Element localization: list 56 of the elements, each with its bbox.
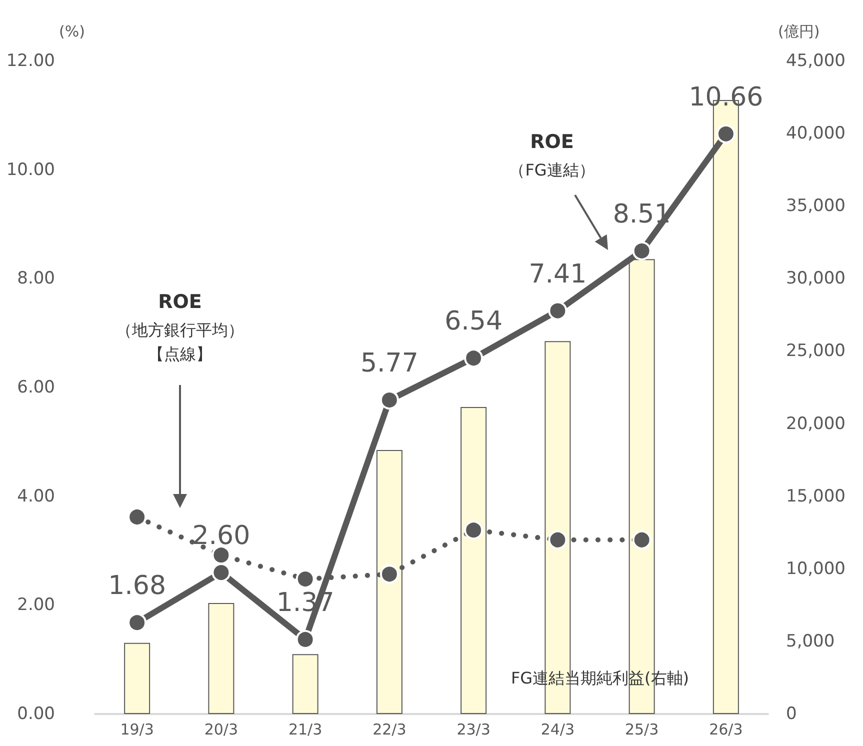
point: [128, 508, 147, 527]
data-label: 7.41: [528, 259, 587, 290]
x-tick-label: 22/3: [372, 720, 406, 738]
bar: [208, 602, 234, 714]
point: [212, 563, 231, 582]
annotation: 【点線】: [148, 344, 212, 364]
annotation: ROE: [158, 291, 202, 313]
annotation: ROE: [530, 131, 574, 153]
x-tick-label: 24/3: [540, 720, 575, 738]
y2-tick-label: 5,000: [786, 631, 835, 652]
point: [464, 348, 484, 368]
point: [380, 390, 399, 410]
y2-tick-label: 10,000: [786, 558, 846, 579]
y2-axis-title: (億円): [778, 22, 820, 40]
point: [548, 301, 568, 320]
x-tick-label: 25/3: [624, 720, 659, 738]
y-tick-label: 8.00: [17, 268, 55, 289]
point: [464, 520, 484, 540]
data-label: 2.60: [192, 521, 250, 552]
point: [380, 564, 399, 584]
y2-tick-label: 40,000: [786, 124, 846, 144]
data-label: 1.68: [108, 571, 166, 602]
x-tick-label: 21/3: [288, 720, 322, 738]
point: [212, 546, 231, 565]
y2-tick-label: 15,000: [786, 486, 846, 506]
bar: [124, 642, 150, 714]
y-tick-label: 4.00: [17, 486, 55, 506]
y2-tick-label: 45,000: [786, 51, 846, 71]
y-tick-label: 12.00: [6, 51, 55, 71]
x-tick-label: 19/3: [120, 720, 154, 738]
x-tick-label: 26/3: [709, 720, 743, 738]
y-tick-label: 6.00: [17, 378, 55, 398]
y-tick-label: 10.00: [6, 160, 55, 180]
point: [296, 570, 315, 589]
data-label: 5.77: [360, 348, 418, 379]
y-tick-label: 0.00: [17, 704, 55, 724]
annotation: （FG連結）: [509, 160, 595, 180]
bar: [292, 654, 318, 714]
y2-tick-label: 20,000: [786, 414, 846, 434]
point: [632, 241, 652, 260]
x-tick-label: 23/3: [456, 720, 490, 738]
y-axis-title: (%): [59, 22, 85, 40]
data-label: 10.66: [688, 82, 764, 112]
y-tick-label: 2.00: [17, 595, 55, 616]
y2-tick-label: 30,000: [786, 268, 846, 289]
y2-tick-label: 35,000: [786, 196, 846, 216]
point: [632, 530, 652, 550]
data-label: 6.54: [444, 306, 503, 337]
y2-tick-label: 0: [786, 704, 797, 724]
point: [296, 630, 315, 649]
x-tick-label: 20/3: [204, 720, 238, 738]
point: [128, 613, 147, 632]
point: [548, 530, 568, 550]
point: [716, 124, 736, 144]
y2-tick-label: 25,000: [786, 341, 846, 362]
annotation: （地方銀行平均）: [116, 320, 244, 340]
